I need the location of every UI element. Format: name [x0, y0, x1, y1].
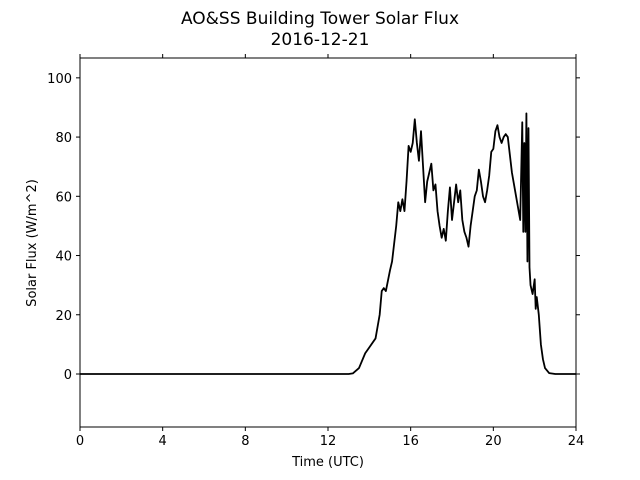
- y-tick-label: 60: [55, 190, 72, 205]
- plot-frame: [79, 57, 577, 428]
- y-axis-label: Solar Flux (W/m^2): [25, 179, 40, 307]
- x-tick-label: 12: [320, 434, 337, 449]
- data-line: [80, 112, 576, 375]
- y-tick-label: 100: [47, 72, 72, 87]
- chart-subtitle: 2016-12-21: [271, 30, 370, 50]
- y-tick-label: 0: [64, 368, 72, 383]
- x-tick-label: 16: [402, 434, 419, 449]
- y-tick-label: 80: [55, 131, 72, 146]
- chart-title: AO&SS Building Tower Solar Flux: [181, 9, 459, 29]
- x-tick-label: 4: [159, 434, 167, 449]
- x-tick-label: 0: [76, 434, 84, 449]
- x-tick-label: 8: [241, 434, 249, 449]
- y-tick-label: 40: [55, 250, 72, 265]
- x-tick-label: 20: [485, 434, 502, 449]
- y-tick-label: 20: [55, 309, 72, 324]
- x-axis-label: Time (UTC): [291, 455, 364, 470]
- x-tick-label: 24: [568, 434, 585, 449]
